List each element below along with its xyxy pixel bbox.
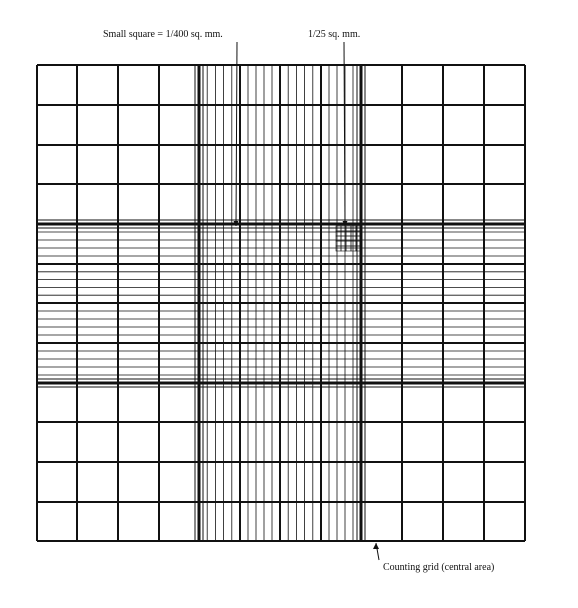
medium-square-pointer-line: [343, 41, 346, 227]
counting-grid: [36, 64, 526, 542]
counting-grid-pointer-arrowhead: [373, 543, 379, 549]
label-pointers: [233, 41, 380, 561]
small-square-cell: [345, 245, 352, 252]
medium-square-pointer-arrowhead: [342, 221, 348, 226]
counting-grid-label: Counting grid (central area): [383, 562, 494, 573]
small-square-cell: [350, 245, 357, 252]
small-square-pointer-line: [235, 41, 238, 227]
small-square-cell: [345, 240, 352, 247]
small-square-cell: [355, 245, 362, 252]
small-square-pointer-arrowhead: [233, 221, 239, 226]
small-square-cell: [350, 240, 357, 247]
medium-square-label: 1/25 sq. mm.: [308, 29, 360, 40]
small-square-label: Small square = 1/400 sq. mm.: [103, 29, 223, 40]
